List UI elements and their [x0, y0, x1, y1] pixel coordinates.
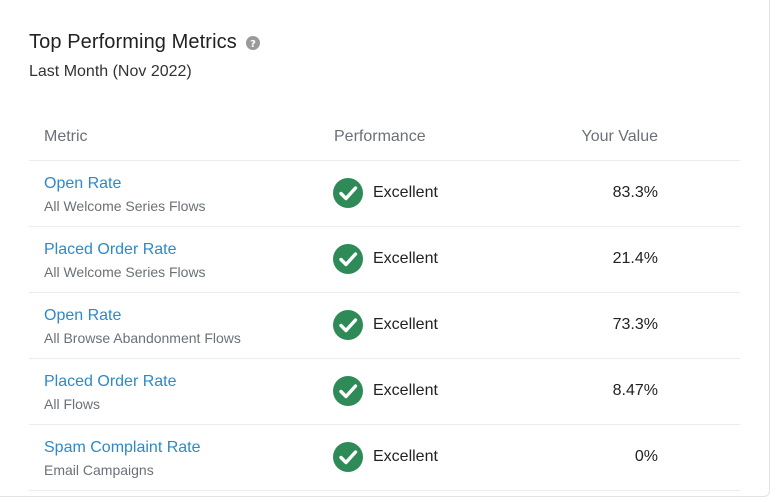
performance-label: Excellent: [373, 316, 438, 333]
metric-link[interactable]: Open Rate: [44, 175, 122, 192]
metric-link[interactable]: Spam Complaint Rate: [44, 439, 201, 456]
card-header: Top Performing Metrics ?: [29, 31, 260, 54]
metric-value: 8.47%: [612, 382, 658, 399]
card-title: Top Performing Metrics: [29, 31, 237, 53]
metric-scope: Email Campaigns: [44, 462, 154, 478]
column-header-value: Your Value: [581, 128, 658, 145]
metric-scope: All Welcome Series Flows: [44, 264, 206, 280]
table-row: Placed Order Rate All Flows Excellent 8.…: [29, 359, 740, 425]
table-header: Metric Performance Your Value: [29, 114, 740, 161]
performance-label: Excellent: [373, 184, 438, 201]
table-row: Open Rate All Browse Abandonment Flows E…: [29, 293, 740, 359]
metric-link[interactable]: Placed Order Rate: [44, 373, 177, 390]
column-header-metric: Metric: [44, 128, 88, 145]
table-row: Open Rate All Welcome Series Flows Excel…: [29, 161, 740, 227]
check-circle-icon: [333, 178, 363, 208]
performance-label: Excellent: [373, 250, 438, 267]
column-header-performance: Performance: [334, 128, 426, 145]
performance-cell: Excellent: [333, 178, 438, 208]
metric-value: 0%: [634, 448, 658, 465]
metric-scope: All Flows: [44, 396, 101, 412]
performance-cell: Excellent: [333, 244, 438, 274]
check-circle-icon: [333, 244, 363, 274]
metric-link[interactable]: Placed Order Rate: [44, 241, 177, 258]
metric-scope: All Welcome Series Flows: [44, 198, 206, 214]
table-row: Spam Complaint Rate Email Campaigns Exce…: [29, 425, 740, 491]
card-subtitle: Last Month (Nov 2022): [29, 63, 192, 80]
performance-cell: Excellent: [333, 376, 438, 406]
metric-link[interactable]: Open Rate: [44, 307, 122, 324]
svg-text:?: ?: [250, 39, 256, 50]
performance-label: Excellent: [373, 448, 438, 465]
metric-value: 73.3%: [612, 316, 658, 333]
check-circle-icon: [333, 376, 363, 406]
check-circle-icon: [333, 442, 363, 472]
table-row: Placed Order Rate All Welcome Series Flo…: [29, 227, 740, 293]
check-circle-icon: [333, 310, 363, 340]
metric-scope: All Browse Abandonment Flows: [44, 330, 241, 346]
metric-value: 21.4%: [612, 250, 658, 267]
metrics-table: Metric Performance Your Value Open Rate …: [29, 114, 740, 491]
performance-cell: Excellent: [333, 442, 438, 472]
metric-value: 83.3%: [612, 184, 658, 201]
performance-label: Excellent: [373, 382, 438, 399]
question-circle-icon[interactable]: ?: [245, 35, 260, 50]
performance-cell: Excellent: [333, 310, 438, 340]
